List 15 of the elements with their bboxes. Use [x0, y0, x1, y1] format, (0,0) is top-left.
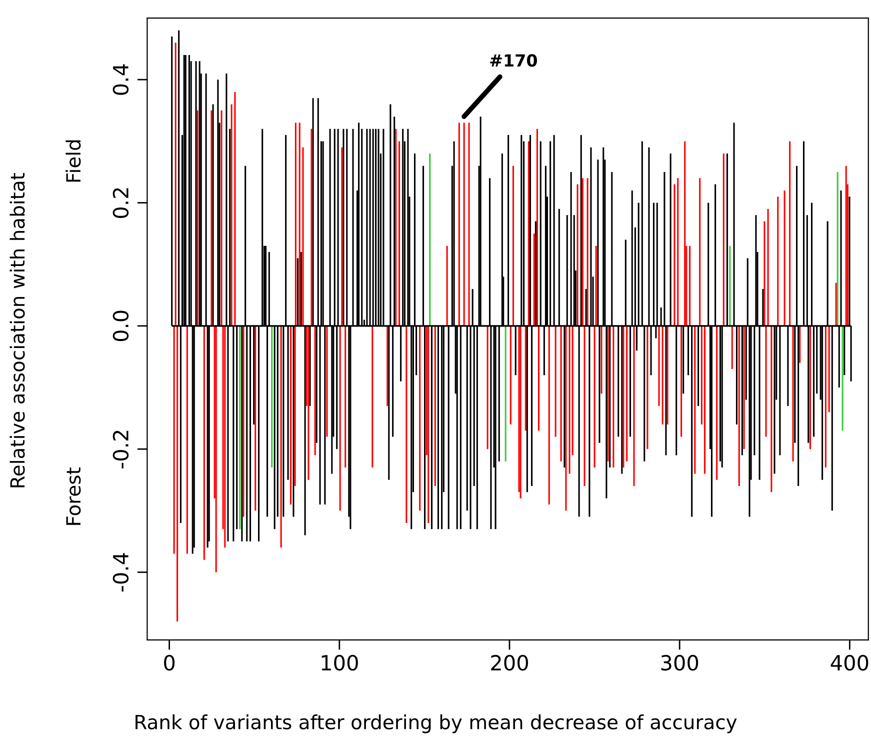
x-tick-label: 300 [661, 654, 698, 671]
y-tick-label: -0.2 [112, 430, 129, 468]
x-tick-label: 100 [322, 654, 358, 671]
x-tick-label: 0 [164, 654, 175, 671]
x-axis-title: Rank of variants after ordering by mean decrease of accuracy [136, 714, 737, 734]
x-tick-label: 200 [491, 654, 528, 671]
annotation: #170 [490, 54, 537, 67]
y-axis-title: Relative association with habitat [10, 173, 25, 488]
y-tick-label: 0.2 [112, 188, 129, 218]
text: Forest [66, 468, 81, 525]
y-tick-label: -0.4 [112, 553, 129, 592]
y-tick-label: 0.4 [112, 64, 129, 95]
x-tick-label: 400 [830, 654, 868, 671]
text: Field [66, 140, 81, 182]
y-tick-label: 0.0 [112, 310, 129, 342]
